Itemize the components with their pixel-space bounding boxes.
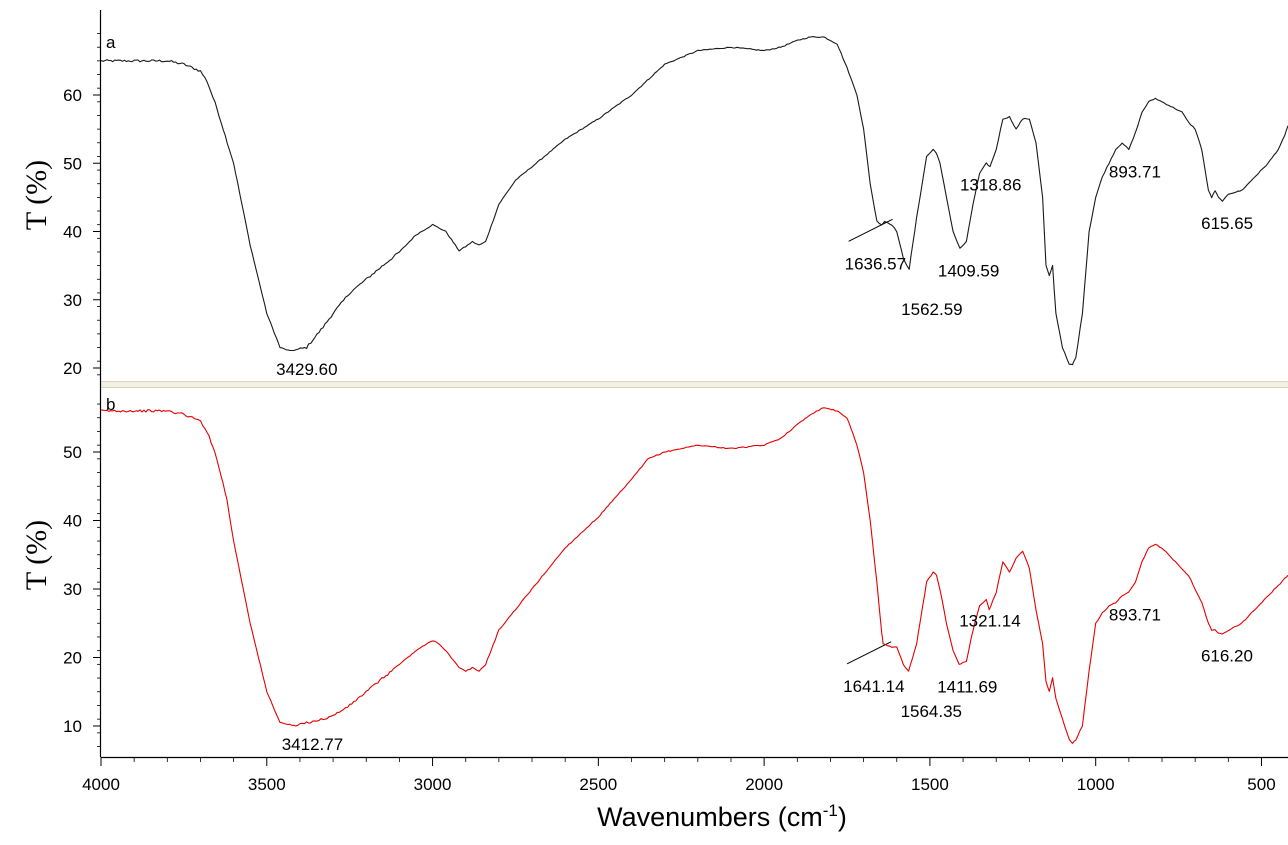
y-tick-label: 40 [63,223,82,242]
y-tick-label: 30 [63,580,82,599]
series-layer [101,36,1288,744]
x-tick-label: 3500 [248,775,286,794]
peak-label: 616.20 [1201,647,1253,666]
peak-label: 1641.14 [843,677,904,696]
y-tick-label: 40 [63,512,82,531]
y-tick-label: 50 [63,443,82,462]
y-tick-label: 30 [63,291,82,310]
peak-label: 1411.69 [937,677,997,696]
spectrum-line [101,407,1288,744]
y-tick-label: 10 [63,717,82,736]
x-tick-label: 1000 [1077,775,1115,794]
y-axis-label: T (%) [20,520,53,590]
background-layer [101,381,1288,388]
peak-label: 3429.60 [276,360,337,379]
peak-label: 1564.35 [901,702,962,721]
peak-label: 3412.77 [282,735,343,754]
peak-label: 1321.14 [959,612,1020,631]
y-axis-label: T (%) [20,160,53,230]
axes-layer [93,10,1288,766]
panel-label: a [106,33,116,52]
peak-label: 615.65 [1201,214,1253,233]
x-tick-label: 2000 [745,775,783,794]
peak-label: 1409.59 [938,262,999,281]
x-tick-label: 4000 [82,775,120,794]
y-tick-label: 20 [63,649,82,668]
x-tick-label: 500 [1247,775,1275,794]
x-tick-label: 3000 [414,775,452,794]
x-axis-label: Wavenumbers (cm-1) [597,801,847,832]
x-tick-label: 1500 [911,775,949,794]
baseline-marker [848,218,893,242]
y-tick-label: 60 [63,86,82,105]
peak-label: 1318.86 [960,176,1021,195]
panel-label: b [106,395,115,414]
peak-label: 893.71 [1109,605,1161,624]
spectrum-line [101,36,1288,366]
y-tick-label: 20 [63,359,82,378]
peak-label: 1636.57 [845,254,906,273]
panel-separator [101,381,1288,388]
x-tick-label: 2500 [579,775,617,794]
peak-label: 893.71 [1109,163,1161,182]
y-tick-label: 50 [63,154,82,173]
peak-label: 1562.59 [901,300,962,319]
text-layer: Wavenumbers (cm-1) 4000 3500 3000 2500 2000 1… [20,33,1276,832]
baseline-marker [846,641,892,665]
